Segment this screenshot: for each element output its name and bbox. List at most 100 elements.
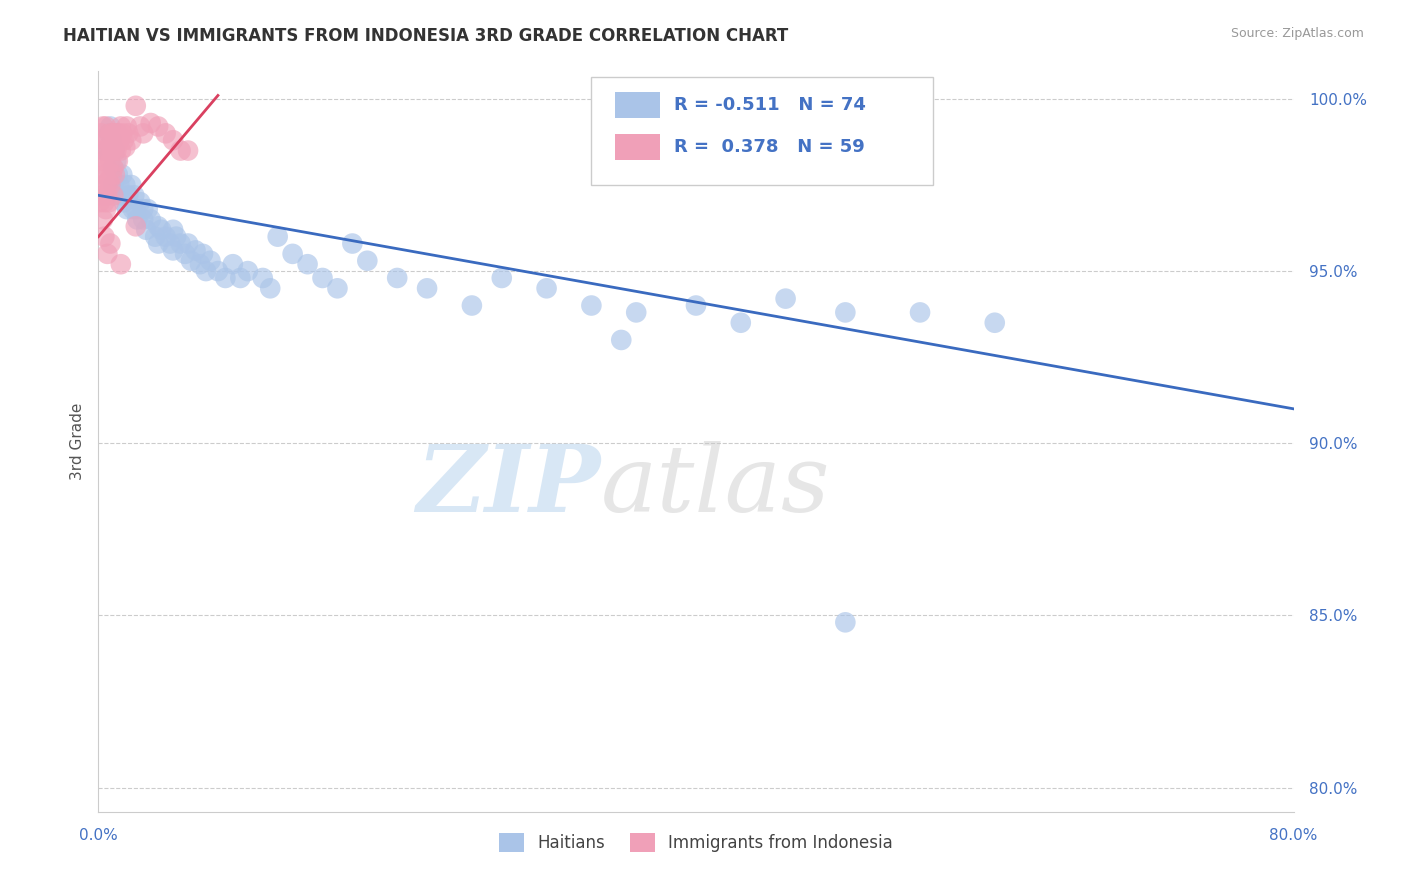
Point (115, 202, 138, 216)
Point (90, 126, 112, 140)
Point (491, 271, 513, 285)
Point (120, 178, 142, 192)
Point (98, 178, 122, 192)
Point (114, 140, 136, 154)
Point (148, 120, 170, 134)
Point (200, 253, 222, 268)
Point (93, 133, 115, 147)
Point (136, 202, 159, 216)
Point (108, 178, 131, 192)
Point (94, 202, 117, 216)
Point (125, 219, 148, 234)
Point (177, 236, 200, 251)
Point (101, 133, 124, 147)
Point (180, 253, 202, 268)
Point (104, 168, 127, 182)
Point (155, 126, 177, 140)
Point (89, 161, 111, 175)
Point (267, 229, 290, 244)
Point (188, 257, 211, 271)
Point (104, 144, 127, 158)
Point (103, 161, 125, 175)
Point (110, 257, 132, 271)
Point (132, 126, 155, 140)
Point (91, 212, 114, 227)
Point (165, 229, 187, 244)
Point (214, 271, 236, 285)
Point (129, 120, 152, 134)
Point (94, 144, 117, 158)
Point (93, 229, 115, 244)
Point (135, 223, 157, 237)
Point (461, 299, 484, 313)
Point (174, 247, 197, 261)
Point (775, 292, 797, 306)
Point (195, 264, 218, 278)
Point (111, 126, 134, 140)
Legend: Haitians, Immigrants from Indonesia: Haitians, Immigrants from Indonesia (492, 826, 900, 859)
Point (297, 257, 319, 271)
Point (117, 188, 139, 202)
Text: ZIP: ZIP (416, 441, 600, 531)
Point (117, 126, 139, 140)
Point (101, 168, 124, 182)
Point (207, 264, 229, 278)
Point (169, 144, 191, 158)
FancyBboxPatch shape (591, 77, 932, 185)
Y-axis label: 3rd Grade: 3rd Grade (69, 403, 84, 480)
Point (730, 316, 752, 330)
Point (984, 316, 1007, 330)
Point (222, 257, 245, 271)
Point (112, 195, 135, 210)
Point (536, 281, 558, 295)
Point (110, 188, 132, 202)
FancyBboxPatch shape (614, 92, 661, 118)
Point (98, 153, 122, 168)
Point (155, 229, 177, 244)
Point (281, 247, 304, 261)
Point (139, 116, 162, 130)
Point (326, 281, 349, 295)
Point (90, 178, 112, 192)
Point (236, 264, 259, 278)
Point (90, 144, 112, 158)
Point (129, 195, 152, 210)
Point (105, 126, 128, 140)
Point (101, 144, 124, 158)
Point (93, 168, 115, 182)
Point (98, 126, 122, 140)
Point (103, 178, 125, 192)
Point (252, 271, 274, 285)
Point (610, 333, 633, 347)
Point (91, 188, 114, 202)
Point (148, 236, 170, 251)
Point (107, 126, 129, 140)
Point (91, 153, 114, 168)
Point (416, 281, 439, 295)
Point (908, 305, 931, 319)
Point (162, 133, 184, 147)
Point (121, 202, 143, 216)
Point (103, 126, 125, 140)
Point (96, 161, 118, 175)
Point (626, 305, 648, 319)
Point (107, 168, 129, 182)
Point (103, 161, 125, 175)
Point (120, 133, 142, 147)
Text: R =  0.378   N = 59: R = 0.378 N = 59 (675, 138, 865, 156)
Point (97, 175, 120, 189)
Point (104, 140, 127, 154)
Point (150, 223, 173, 237)
Text: HAITIAN VS IMMIGRANTS FROM INDONESIA 3RD GRADE CORRELATION CHART: HAITIAN VS IMMIGRANTS FROM INDONESIA 3RD… (63, 27, 789, 45)
Point (385, 271, 409, 285)
Point (125, 99, 148, 113)
Text: R = -0.511   N = 74: R = -0.511 N = 74 (675, 95, 866, 113)
Point (177, 144, 200, 158)
Point (834, 305, 856, 319)
Point (91, 120, 114, 134)
Point (98, 120, 122, 134)
Point (107, 153, 129, 168)
Point (132, 202, 155, 216)
Point (125, 202, 148, 216)
Point (191, 247, 214, 261)
